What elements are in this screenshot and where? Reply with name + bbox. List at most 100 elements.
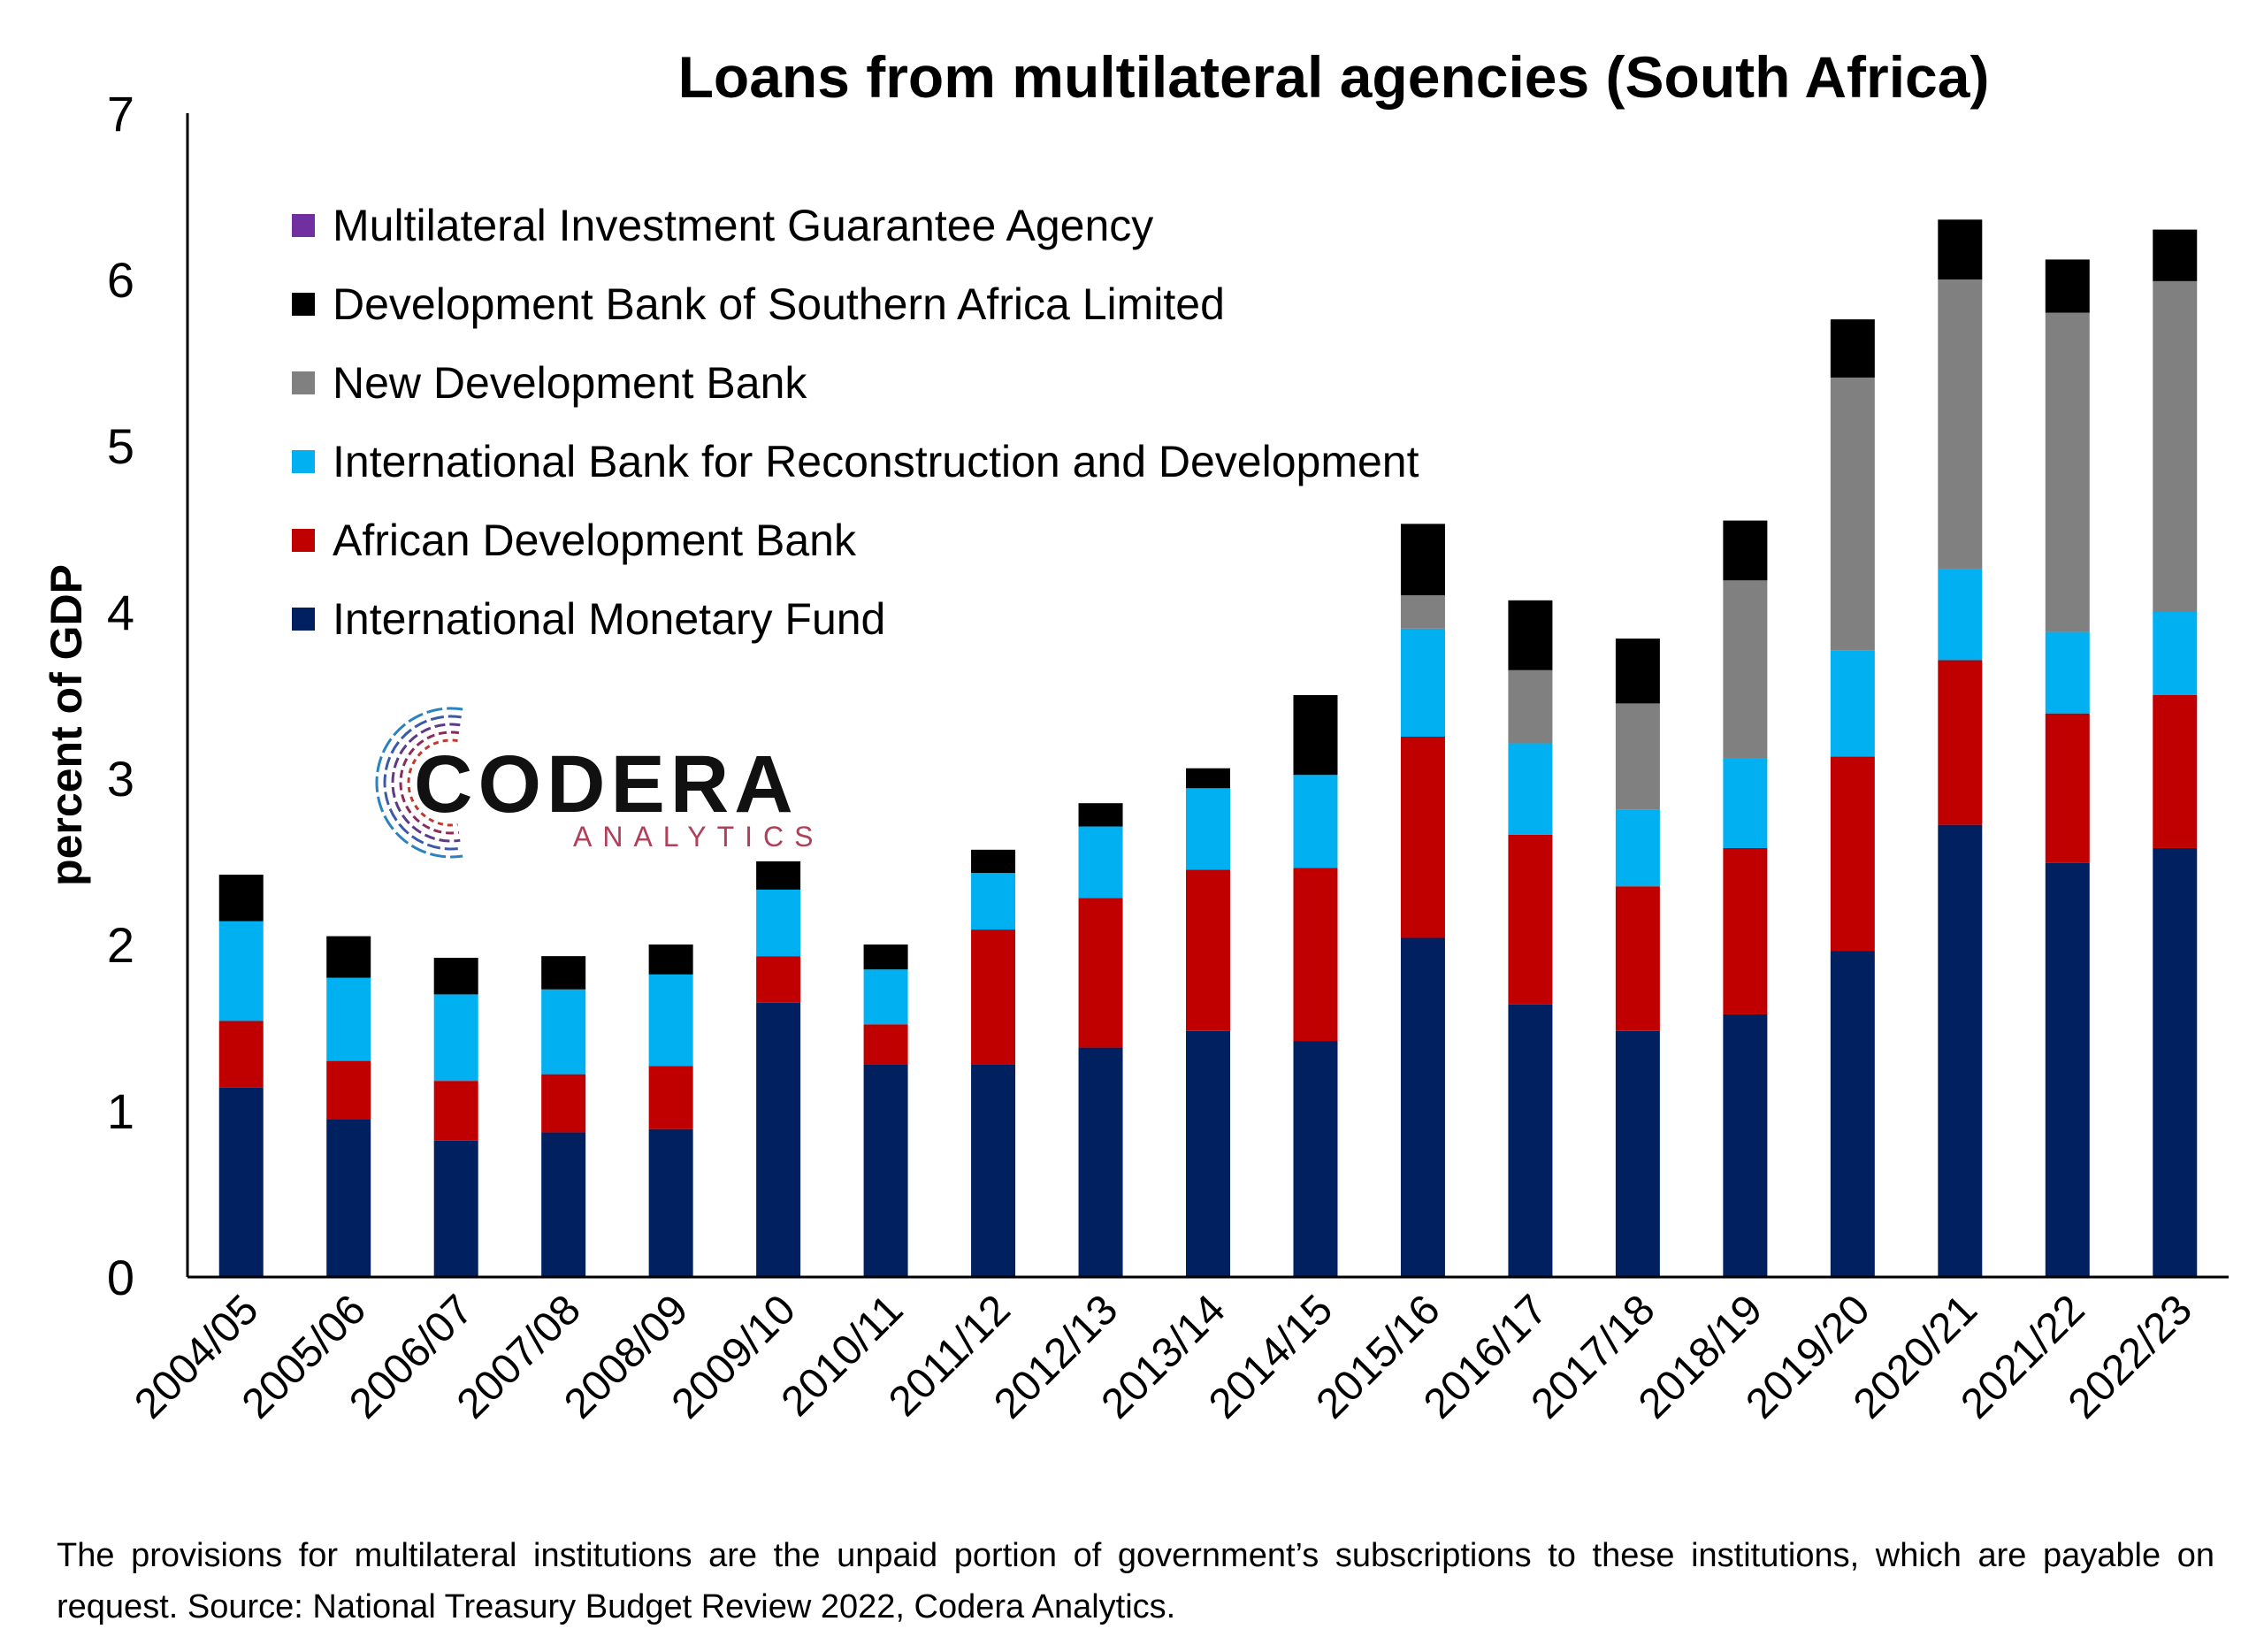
bar-segment [1293, 1041, 1338, 1277]
bar-segment [433, 1140, 478, 1277]
y-tick-label: 3 [107, 751, 134, 807]
footnote: The provisions for multilateral institut… [57, 1537, 2214, 1625]
bar-segment [863, 969, 908, 1025]
bar-segment [1400, 937, 1445, 1277]
bar-segment [1078, 898, 1123, 1048]
bar-segment [2153, 695, 2198, 848]
chart-title: Loans from multilateral agencies (South … [678, 44, 1990, 110]
bar-segment [1723, 1013, 1768, 1277]
legend-swatch [292, 529, 315, 552]
logo-arc [391, 723, 461, 843]
bar-segment [1186, 788, 1230, 870]
y-tick-label: 2 [107, 917, 134, 973]
legend-label: International Monetary Fund [333, 594, 885, 644]
bar-segment [1723, 520, 1768, 581]
bar-segment [1400, 524, 1445, 596]
bar-segment [1723, 847, 1768, 1014]
bar-segment [2045, 312, 2090, 632]
y-tick-label: 6 [107, 252, 134, 308]
bar-segment [433, 958, 478, 995]
bar-segment [756, 861, 801, 890]
bar-segment [433, 994, 478, 1082]
legend-label: Development Bank of Southern Africa Limi… [333, 279, 1225, 329]
bar-segment [326, 936, 371, 978]
bar-segment [1400, 628, 1445, 737]
bar-segment [1508, 1004, 1553, 1277]
legend-label: New Development Bank [333, 358, 807, 408]
bar-segment [1830, 650, 1875, 757]
bar-segment [1615, 1030, 1660, 1277]
bar-segment [971, 1064, 1016, 1277]
bar-segment [1615, 809, 1660, 887]
legend-swatch [292, 371, 315, 394]
bar-segment [218, 921, 264, 1021]
bar-segment [541, 1132, 586, 1277]
bar-segment [1293, 775, 1338, 868]
bar-segment [756, 1002, 801, 1277]
bar-segment [2153, 847, 2198, 1277]
axes [186, 113, 2229, 1279]
bar-segment [1508, 834, 1553, 1005]
legend-swatch [292, 450, 315, 473]
bar-segment [1186, 869, 1230, 1031]
bar-segment [756, 889, 801, 957]
legend-swatch [292, 214, 315, 237]
bar-segment [1938, 569, 1983, 661]
bar-segment [1830, 377, 1875, 651]
bar-segment [648, 1066, 693, 1129]
bar-segment [1615, 639, 1660, 704]
bar-segment [863, 1064, 908, 1277]
bar-segment [648, 945, 693, 975]
bar-segment [218, 1021, 264, 1088]
bar-segment [756, 956, 801, 1003]
bar-segment [971, 929, 1016, 1065]
y-tick-label: 7 [107, 86, 134, 141]
bar-segment [326, 1060, 371, 1120]
bar-segment [1186, 1030, 1230, 1277]
bar-segment [1400, 595, 1445, 629]
bar-segment [1615, 886, 1660, 1031]
bar-segment [218, 875, 264, 922]
bar-segment [2153, 612, 2198, 695]
bar-segment [1938, 219, 1983, 279]
bar-segment [1830, 756, 1875, 952]
bar-segment [648, 974, 693, 1067]
bar-segment [863, 1024, 908, 1065]
logo-arc [399, 730, 460, 835]
y-axis-label: percent of GDP [42, 564, 91, 886]
logo-arc [375, 707, 463, 859]
bar-segment [2045, 713, 2090, 863]
legend-label: African Development Bank [333, 516, 857, 565]
bar-segment [1508, 743, 1553, 835]
bar-segment [1938, 279, 1983, 570]
bar-segment [2045, 259, 2090, 313]
bar-segment [1293, 695, 1338, 776]
bar-segment [2045, 631, 2090, 714]
bar-segment [326, 1119, 371, 1277]
y-tick-label: 1 [107, 1083, 134, 1139]
bar-segment [1723, 758, 1768, 848]
codera-logo: CODERA ANALYTICS [375, 707, 813, 859]
legend: Multilateral Investment Guarantee Agency… [292, 201, 1419, 644]
bar-segment [971, 873, 1016, 930]
bar-segment [1508, 600, 1553, 670]
logo-main-text: CODERA [414, 739, 799, 830]
legend-swatch [292, 608, 315, 631]
bar-segment [1938, 824, 1983, 1277]
logo-arc [407, 738, 458, 827]
logo-arc [383, 715, 462, 851]
legend-label: Multilateral Investment Guarantee Agency [333, 201, 1153, 250]
legend-label: International Bank for Reconstruction an… [333, 437, 1419, 486]
bar-segment [1830, 319, 1875, 378]
bar-segment [218, 1087, 264, 1277]
bar-segment [648, 1128, 693, 1277]
bar-segment [2153, 280, 2198, 612]
bar-segment [971, 849, 1016, 874]
bar-segment [2153, 229, 2198, 281]
bar-segment [1186, 768, 1230, 789]
y-tick-label: 0 [107, 1250, 134, 1305]
bar-segment [541, 989, 586, 1075]
bar-segment [1293, 868, 1338, 1042]
y-tick-label: 5 [107, 418, 134, 474]
